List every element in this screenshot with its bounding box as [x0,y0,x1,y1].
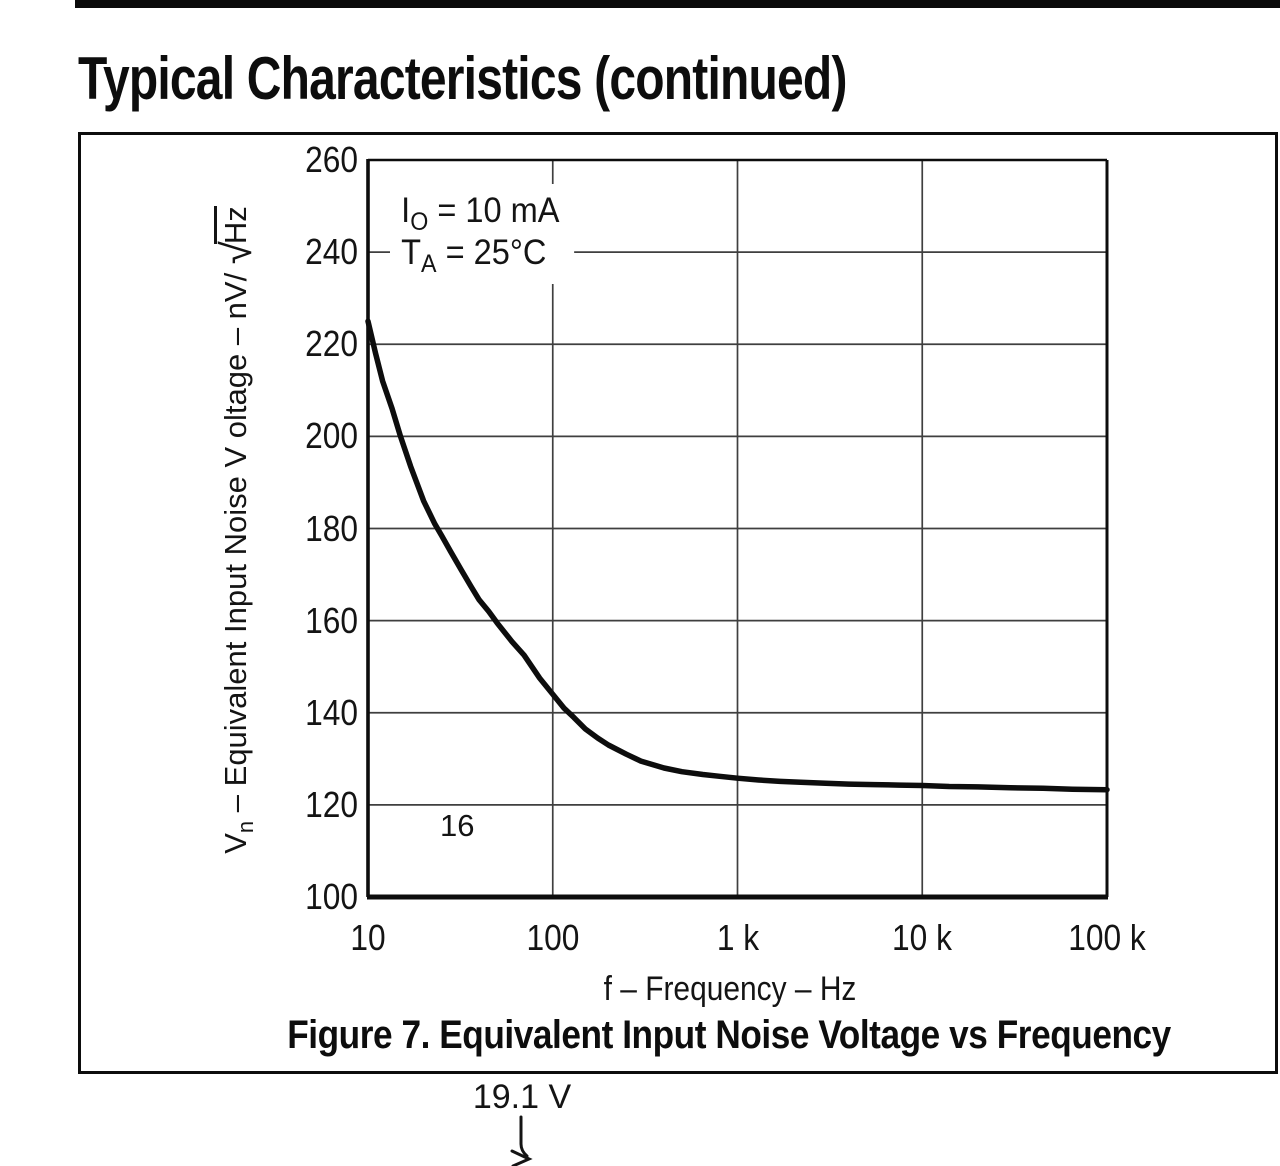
figure-caption: Figure 7. Equivalent Input Noise Voltage… [287,1013,1171,1057]
page-title: Typical Characteristics (continued) [78,45,847,112]
x-tick-label: 10 [350,917,386,958]
y-tick-label: 200 [305,415,358,457]
radical-sign: √ [213,244,260,265]
top-rule [75,0,1280,8]
inner-note: 16 [440,808,475,843]
y-axis-var-sub: n [233,820,259,834]
x-tick-label: 100 k [1068,917,1146,958]
next-figure-voltage-label: 19.1 V [472,1078,572,1116]
y-axis-title: Vn – Equivalent Input Noise V oltage – n… [213,130,260,930]
condition-ambient-temp: TA = 25°C [401,233,547,278]
y-tick-label: 240 [305,231,358,273]
y-axis-var: V [218,833,253,854]
y-axis-text: – Equivalent Input Noise V oltage – nV/ [218,264,253,821]
y-tick-label: 220 [305,323,358,365]
y-tick-label: 100 [305,876,358,917]
x-tick-label: 1 k [716,917,759,958]
sqrt-operand: Hz [214,206,253,245]
y-tick-label: 140 [305,691,358,733]
y-tick-label: 120 [305,783,358,825]
down-arrow-icon [510,1115,533,1166]
x-tick-label: 10 k [892,917,953,958]
y-tick-label: 180 [305,507,358,549]
y-tick-label: 260 [305,139,358,180]
condition-output-current: IO = 10 mA [401,191,560,236]
y-tick-label: 160 [305,599,358,641]
test-conditions: IO = 10 mA TA = 25°C [390,184,575,284]
x-tick-label: 100 [526,917,580,958]
x-axis-title: f – Frequency – Hz [603,970,857,1008]
